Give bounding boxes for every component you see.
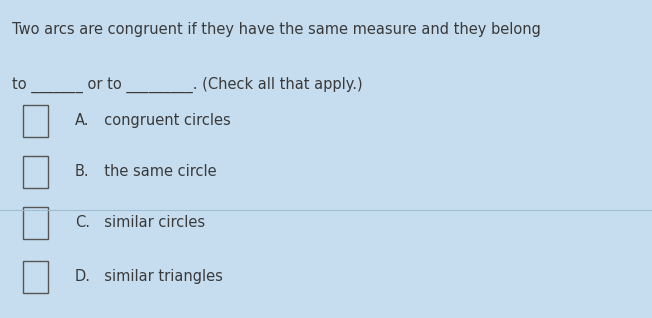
Text: congruent circles: congruent circles <box>95 113 230 128</box>
FancyBboxPatch shape <box>23 261 48 293</box>
FancyBboxPatch shape <box>23 156 48 188</box>
FancyBboxPatch shape <box>23 207 48 238</box>
FancyBboxPatch shape <box>23 105 48 137</box>
Text: C.: C. <box>75 215 90 230</box>
Text: similar triangles: similar triangles <box>95 269 222 284</box>
Text: A.: A. <box>75 113 89 128</box>
Text: Two arcs are congruent if they have the same measure and they belong: Two arcs are congruent if they have the … <box>12 22 541 37</box>
Text: D.: D. <box>75 269 91 284</box>
Text: the same circle: the same circle <box>95 164 216 179</box>
Text: similar circles: similar circles <box>95 215 205 230</box>
Text: to _______ or to _________. (Check all that apply.): to _______ or to _________. (Check all t… <box>12 76 363 93</box>
Text: B.: B. <box>75 164 89 179</box>
